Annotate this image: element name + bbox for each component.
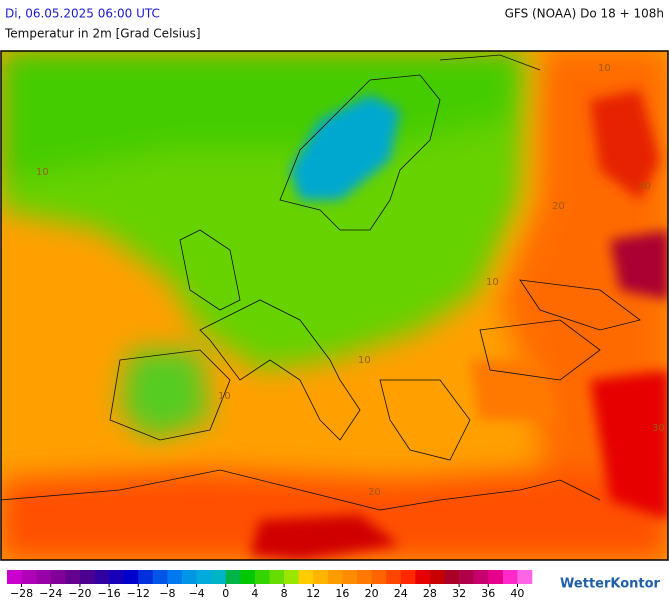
colorbar-swatch	[459, 570, 474, 584]
colorbar-tick-label: 36	[481, 587, 495, 600]
date-label: Di, 06.05.2025 06:00 UTC	[5, 7, 160, 21]
coastlines	[1, 54, 641, 511]
colorbar-tick-label: 0	[222, 587, 229, 600]
colorbar-swatch	[342, 570, 358, 584]
colorbar-swatch	[371, 570, 387, 584]
map-frame	[0, 50, 669, 561]
contour-label: 30	[638, 181, 651, 192]
colorbar-swatch	[65, 570, 81, 584]
colorbar-swatch	[109, 570, 124, 584]
colorbar-tick-label: −4	[188, 587, 204, 600]
colorbar-swatch	[429, 570, 445, 584]
colorbar-swatch	[196, 570, 212, 584]
colorbar-swatch	[444, 570, 460, 584]
colorbar-swatch	[21, 570, 37, 584]
colorbar-tick-label: 16	[335, 587, 349, 600]
colorbar-tick-label: −16	[97, 587, 120, 600]
colorbar-swatch	[488, 570, 504, 584]
colorbar-tick-label: −8	[159, 587, 175, 600]
colorbar-tick-label: 32	[452, 587, 466, 600]
colorbar-tick-label: −28	[10, 587, 33, 600]
colorbar-swatch	[225, 570, 241, 584]
colorbar-swatch	[473, 570, 489, 584]
colorbar-swatch	[400, 570, 416, 584]
colorbar-swatch	[240, 570, 256, 584]
contour-label: 30	[652, 423, 665, 434]
contour-label: 20	[552, 201, 565, 212]
contour-label: 10	[598, 63, 611, 74]
colorbar-swatch	[327, 570, 343, 584]
contour-label: 10	[218, 391, 231, 402]
colorbar-swatch	[36, 570, 52, 584]
colorbar-swatch	[182, 570, 197, 584]
colorbar-tick-label: 40	[510, 587, 524, 600]
colorbar-swatch	[517, 570, 533, 584]
colorbar-swatch	[254, 570, 270, 584]
colorbar: −28 −24 −20 −16 −12 −8 −4 0 4 8 12 16 20 24 28 32 36 40	[7, 570, 533, 600]
model-label: GFS (NOAA) Do 18 + 108h	[505, 7, 664, 21]
colorbar-tick-label: 12	[306, 587, 320, 600]
colorbar-swatch	[386, 570, 402, 584]
contour-label: 20	[368, 487, 381, 498]
contour-label: 10	[36, 167, 49, 178]
colorbar-swatch	[167, 570, 183, 584]
colorbar-swatch	[152, 570, 168, 584]
colorbar-tick-label: −20	[68, 587, 91, 600]
colorbar-swatch	[415, 570, 431, 584]
colorbar-swatch	[211, 570, 227, 584]
logo: WetterKontor	[560, 577, 661, 592]
colorbar-swatch	[313, 570, 329, 584]
colorbar-swatch	[138, 570, 154, 584]
colorbar-swatch	[79, 570, 95, 584]
contour-label: 10	[486, 277, 499, 288]
colorbar-tick-label: 4	[251, 587, 258, 600]
colorbar-swatch	[123, 570, 139, 584]
colorbar-tick-label: 20	[365, 587, 379, 600]
colorbar-swatch	[357, 570, 372, 584]
colorbar-tick-label: 8	[281, 587, 288, 600]
colorbar-tick-label: −12	[127, 587, 150, 600]
colorbar-tick-label: 24	[394, 587, 408, 600]
subtitle: Temperatur in 2m [Grad Celsius]	[4, 27, 201, 41]
contour-label: 10	[358, 355, 371, 366]
colorbar-tick-label: −24	[39, 587, 62, 600]
colorbar-swatch	[284, 570, 299, 584]
colorbar-tick-label: 28	[423, 587, 437, 600]
colorbar-swatch	[298, 570, 314, 584]
temperature-field: 10 10 10 10 10 20 20 30 30	[1, 51, 668, 560]
colorbar-swatch	[50, 570, 66, 584]
colorbar-swatch	[502, 570, 518, 584]
colorbar-swatch	[94, 570, 110, 584]
colorbar-swatch	[7, 570, 22, 584]
colorbar-swatch	[269, 570, 285, 584]
